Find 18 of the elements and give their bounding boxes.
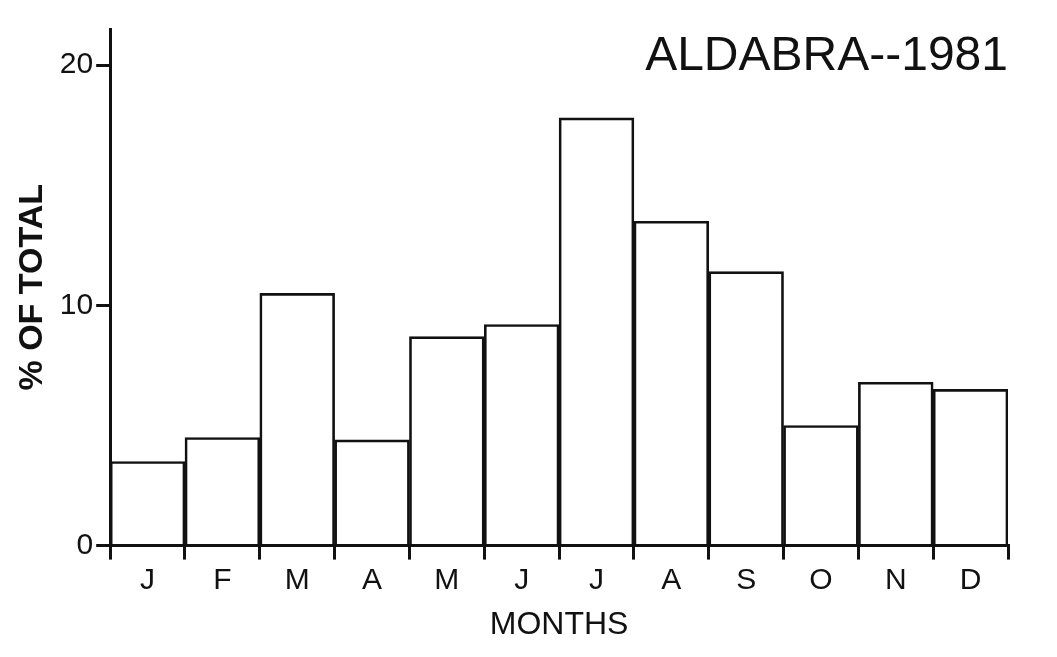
x-tick-label: S xyxy=(736,561,757,595)
y-tick-label: 20 xyxy=(59,46,94,80)
x-tick-label: J xyxy=(514,561,530,595)
x-axis-title: MONTHS xyxy=(489,604,629,641)
x-tick-label: D xyxy=(959,561,982,595)
x-tick-label: M xyxy=(284,561,310,595)
x-tick-label: A xyxy=(362,561,383,595)
x-tick-label: J xyxy=(140,561,156,595)
y-tick-label: 0 xyxy=(76,526,94,560)
x-tick-label: A xyxy=(661,561,682,595)
x-tick-label: M xyxy=(434,561,460,595)
y-tick-label: 10 xyxy=(59,286,94,320)
y-axis-title: % OF TOTAL xyxy=(10,184,49,391)
x-tick-label: O xyxy=(809,561,833,595)
x-tick-label: J xyxy=(588,561,604,595)
chart-title: ALDABRA--1981 xyxy=(645,27,1008,81)
x-tick-label: F xyxy=(213,561,232,595)
x-tick-label: N xyxy=(884,561,907,595)
